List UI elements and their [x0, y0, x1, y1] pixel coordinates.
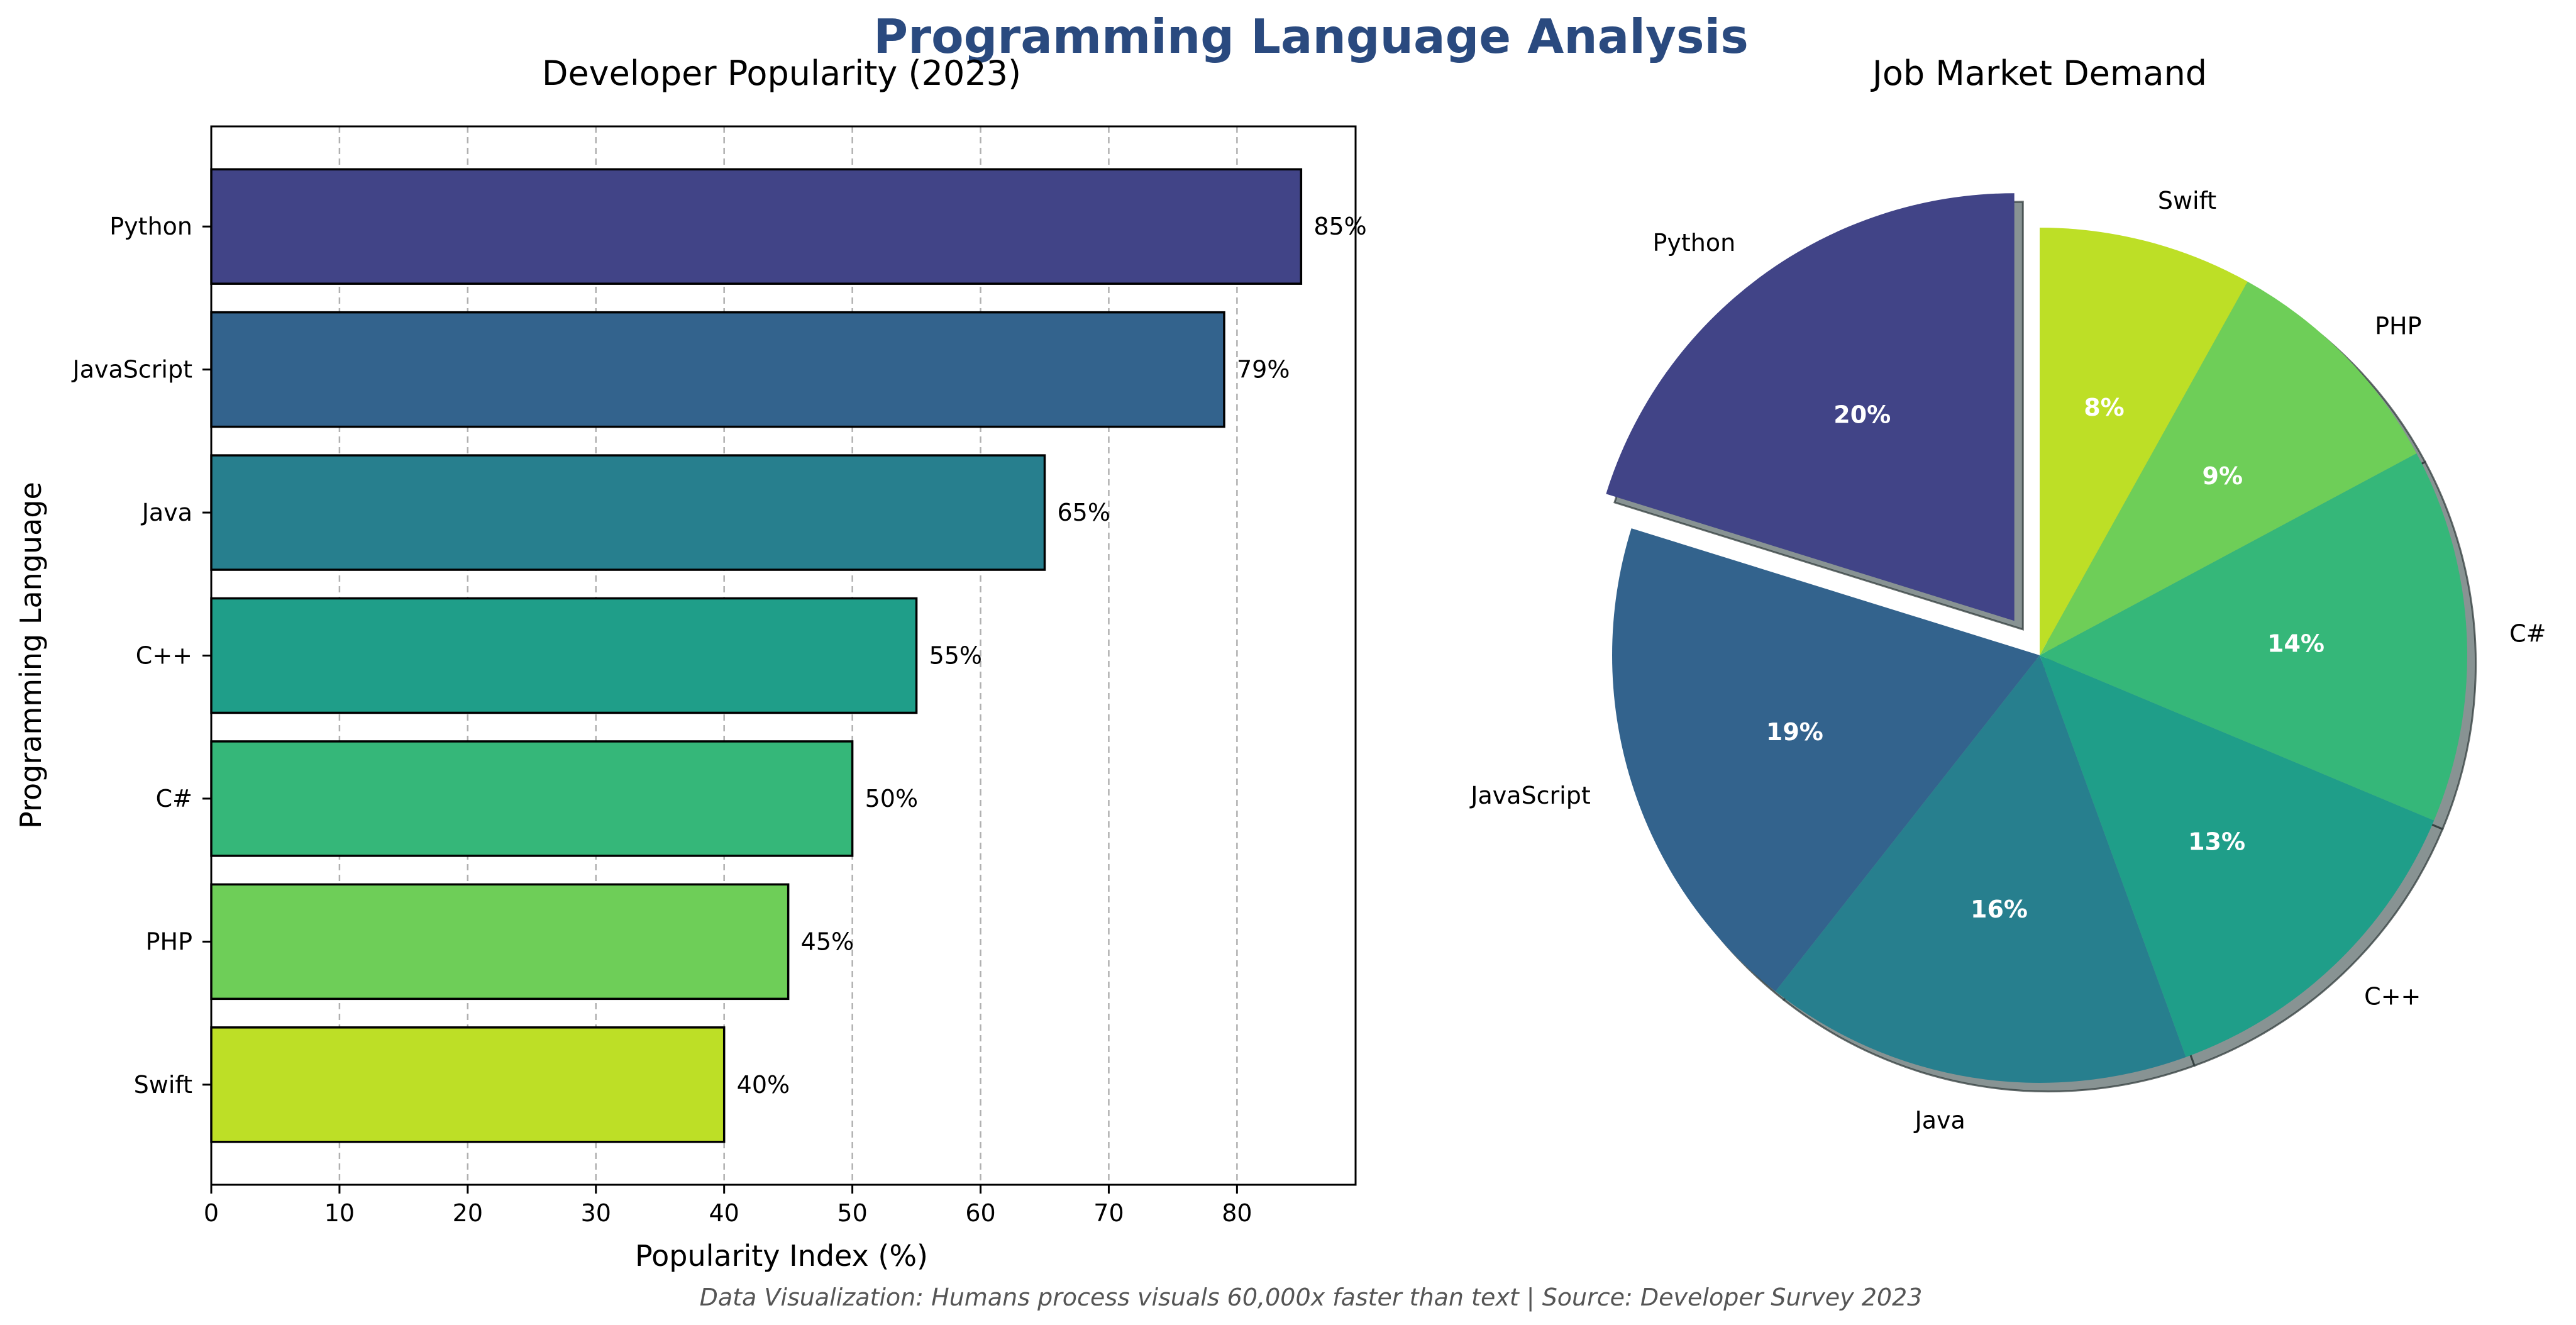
figure-title: Programming Language Analysis — [873, 9, 1749, 64]
x-tick-label: 70 — [1093, 1199, 1124, 1227]
bar-chart-y-axis: Python JavaScript Java C++ C# PHP Swift — [72, 213, 211, 1099]
pie-percent-cplusplus: 13% — [2188, 828, 2245, 855]
pie-label-cplusplus: C++ — [2364, 982, 2421, 1010]
bar-python — [210, 168, 1303, 285]
bar-chart-x-axis: 0 10 20 30 40 50 60 70 80 — [204, 1185, 1252, 1227]
bar-value-label: 45% — [801, 928, 854, 955]
pie-percent-csharp: 14% — [2267, 630, 2324, 658]
pie-wedge-javascript — [1612, 528, 2040, 992]
pie-label-csharp: C# — [2509, 619, 2546, 647]
pie-wedge-csharp — [2040, 453, 2468, 821]
pie-chart-panel: Job Market Demand Python 20% JavaScript 19%… — [1469, 53, 2546, 1134]
bar-value-label: 55% — [929, 642, 982, 670]
pie-label-swift: Swift — [2158, 187, 2216, 214]
bar-value-label: 40% — [737, 1071, 790, 1099]
bar-chart-panel: Developer Popularity (2023) 85% 79% 65% 55%… — [14, 53, 1367, 1273]
bar-swift — [210, 1026, 726, 1143]
pie-wedge-php — [2040, 281, 2417, 655]
y-tick-label: PHP — [146, 928, 192, 955]
pie-percent-python: 20% — [1833, 401, 1891, 429]
pie-wedge-java — [1775, 655, 2186, 1084]
y-tick-label: Python — [109, 213, 192, 240]
pie-chart-labels: Python 20% JavaScript 19% Java 16% C++ 13% C# 14%… — [1469, 187, 2546, 1134]
bar-php — [210, 883, 790, 1001]
x-tick-label: 30 — [581, 1199, 611, 1227]
pie-wedge-swift — [2040, 228, 2248, 655]
bar-value-label: 79% — [1237, 356, 1290, 384]
pie-wedge-python — [1606, 193, 2015, 621]
bar-chart-x-axis-label: Popularity Index (%) — [635, 1239, 928, 1273]
x-tick-label: 50 — [837, 1199, 867, 1227]
pie-label-python: Python — [1652, 229, 1735, 257]
pie-percent-swift: 8% — [2084, 394, 2125, 421]
pie-label-java: Java — [1914, 1107, 1965, 1134]
pie-percent-php: 9% — [2203, 462, 2243, 490]
bar-cplusplus — [210, 597, 918, 714]
y-tick-label: Swift — [134, 1071, 192, 1099]
x-tick-label: 0 — [204, 1199, 219, 1227]
pie-chart-title: Job Market Demand — [1871, 53, 2207, 93]
bar-chart-title: Developer Popularity (2023) — [542, 53, 1021, 93]
x-tick-label: 60 — [965, 1199, 995, 1227]
pie-label-php: PHP — [2375, 312, 2421, 340]
pie-chart-wedges — [1606, 193, 2468, 1084]
pie-percent-java: 16% — [1971, 895, 2028, 923]
x-tick-label: 20 — [453, 1199, 483, 1227]
bar-value-label: 50% — [865, 785, 918, 812]
x-tick-label: 10 — [324, 1199, 355, 1227]
pie-percent-javascript: 19% — [1766, 718, 1823, 746]
bar-chart-bars: 85% 79% 65% 55% 50% 45% 40% — [210, 168, 1367, 1143]
bar-java — [210, 454, 1046, 571]
pie-label-javascript: JavaScript — [1469, 782, 1590, 809]
bar-csharp — [210, 740, 854, 857]
y-tick-label: C# — [156, 785, 192, 812]
bar-javascript — [210, 311, 1225, 428]
pie-wedge-cplusplus — [2040, 655, 2435, 1057]
x-tick-label: 80 — [1222, 1199, 1252, 1227]
y-tick-label: JavaScript — [72, 356, 192, 384]
bar-value-label: 85% — [1313, 213, 1366, 240]
y-tick-label: C++ — [136, 642, 192, 670]
footnote: Data Visualization: Humans process visua… — [700, 1283, 1923, 1312]
bar-value-label: 65% — [1057, 499, 1110, 526]
bar-chart-y-axis-label: Programming Language — [14, 482, 48, 829]
x-tick-label: 40 — [709, 1199, 739, 1227]
y-tick-label: Java — [141, 499, 192, 526]
